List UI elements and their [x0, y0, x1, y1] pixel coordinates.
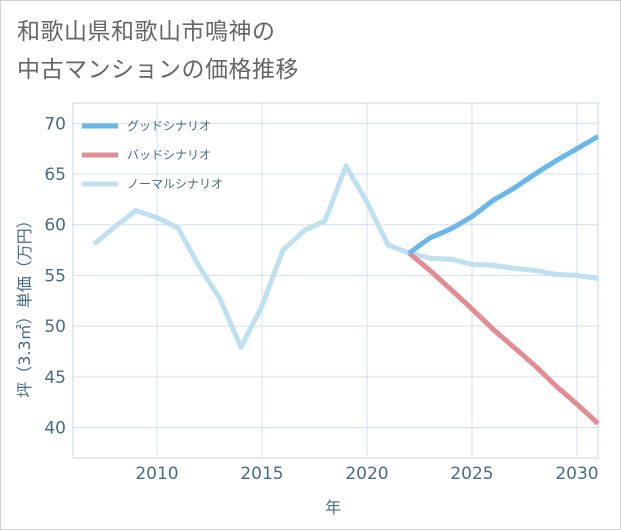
grid: [73, 103, 598, 458]
plot-area-frame: [72, 102, 599, 459]
y-tick-label: 40: [44, 419, 66, 439]
series-line-2: [92, 163, 599, 350]
x-tick-label: 2030: [555, 464, 598, 484]
x-tick-label: 2010: [135, 464, 178, 484]
legend-label-2: ノーマルシナリオ: [127, 177, 223, 191]
y-tick-label: 65: [44, 165, 66, 185]
chart-title: 和歌山県和歌山市鳴神の 中古マンションの価格推移: [17, 13, 299, 89]
x-tick-label: 2015: [240, 464, 283, 484]
y-tick-label: 50: [44, 317, 66, 337]
chart-title-line1: 和歌山県和歌山市鳴神の: [17, 19, 276, 45]
tick-labels: 2010 2015 2020 2025 2030 40 45 50 55 60 65 70: [44, 114, 598, 484]
x-tick-label: 2020: [345, 464, 388, 484]
legend-label-0: グッドシナリオ: [127, 119, 211, 133]
y-axis-title: 坪（3.3㎡）単価（万円）: [15, 212, 34, 397]
y-tick-label: 70: [44, 114, 66, 134]
series-line-0: [407, 134, 600, 256]
y-tick-label: 55: [44, 266, 66, 286]
x-axis-title: 年: [325, 498, 341, 517]
series-layer: [92, 134, 600, 426]
series-line-1: [407, 251, 600, 426]
x-tick-label: 2025: [450, 464, 493, 484]
y-tick-label: 60: [44, 216, 66, 236]
chart-title-line2: 中古マンションの価格推移: [17, 57, 299, 83]
y-tick-label: 45: [44, 368, 66, 388]
legend-label-1: バッドシナリオ: [127, 148, 211, 162]
